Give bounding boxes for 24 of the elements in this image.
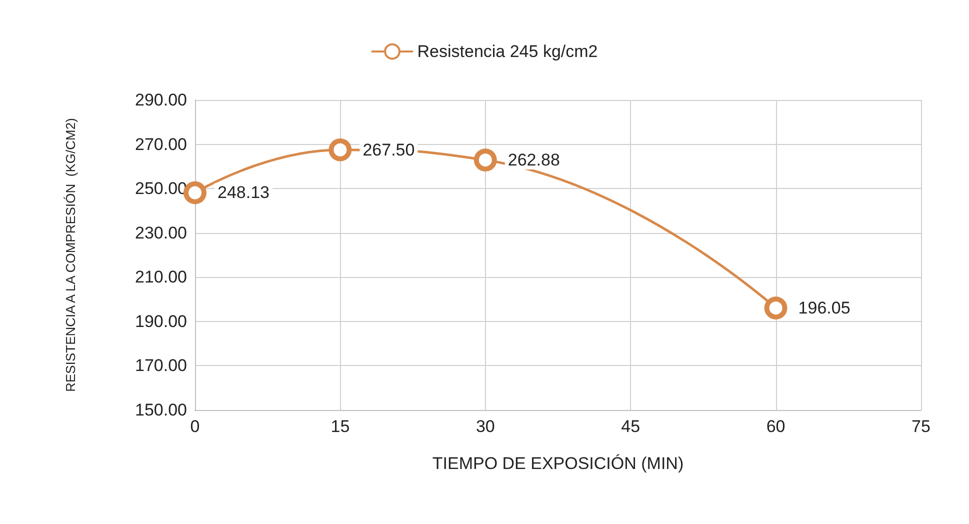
- x-tick-label: 0: [190, 417, 200, 436]
- y-tick-label: 250.00: [135, 179, 187, 198]
- y-tick-label: 210.00: [135, 268, 187, 287]
- data-label: 262.88: [508, 150, 560, 170]
- y-tick-label: 150.00: [135, 400, 187, 420]
- y-tick-label: 290.00: [135, 90, 187, 110]
- y-tick-label: 170.00: [135, 356, 187, 376]
- x-tick-label: 75: [912, 417, 930, 436]
- point: [764, 296, 788, 320]
- x-tick-label: 30: [476, 417, 495, 436]
- legend-label: Resistencia 245 kg/cm2: [417, 42, 598, 61]
- point: [474, 148, 497, 172]
- point: [328, 138, 352, 162]
- data-label: 267.50: [362, 140, 415, 160]
- x-tick-label: 15: [330, 417, 350, 436]
- data-label: 196.05: [798, 298, 850, 318]
- y-tick-label: 230.00: [135, 223, 187, 242]
- x-tick-label: 45: [621, 417, 640, 436]
- x-tick-label: 60: [766, 417, 786, 436]
- data-label: 248.13: [218, 183, 270, 202]
- y-tick-label: 190.00: [135, 312, 187, 331]
- y-axis-title: RESISTENCIA A LA COMPRESIÓN (KG/CM2): [63, 118, 78, 392]
- y-tick-label: 270.00: [135, 134, 187, 154]
- x-axis-title: TIEMPO DE EXPOSICIÓN (MIN): [432, 454, 684, 473]
